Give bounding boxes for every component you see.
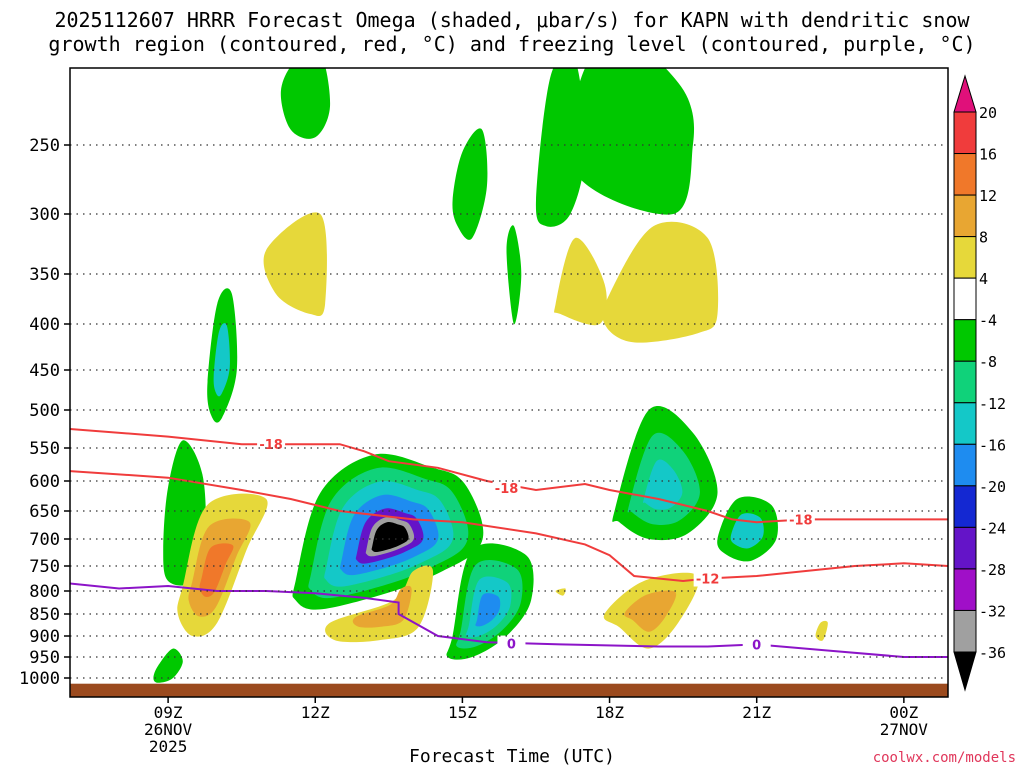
contour-label-bg-3: [693, 570, 722, 587]
y-tick-label-250: 250: [29, 136, 60, 156]
y-tick-label-800: 800: [29, 582, 60, 602]
y-tick-label-700: 700: [29, 530, 60, 550]
colorbar-label-8: -16: [979, 436, 1006, 454]
y-tick-label-1000: 1000: [19, 669, 60, 689]
colorbar-top-arrow: [953, 74, 977, 113]
y-tick-label-850: 850: [29, 605, 60, 625]
colorbar-bin-10: [953, 526, 977, 570]
x-tick-label-12-0: 12Z: [301, 703, 330, 722]
omega-region-7: [569, 68, 695, 215]
contour-label-3: -12: [696, 573, 720, 588]
colorbar-bin-7: [953, 402, 977, 445]
colorbar-bin-1: [953, 153, 977, 196]
colorbar: 20 16 12 8 4 -4 -8 -12 -16 -20 -24 -28 -32 -36: [953, 74, 1006, 692]
colorbar-bin-11: [953, 568, 977, 611]
omega-region-5: [506, 225, 522, 325]
colorbar-bin-12: [953, 609, 977, 653]
contour-1: [70, 470, 948, 583]
x-tick-label-18-0: 18Z: [595, 703, 624, 722]
contour-label-bg-2: [786, 511, 815, 528]
colorbar-label-3: 8: [979, 229, 988, 247]
contour-label-bg-4: [497, 635, 526, 652]
y-tick-label-500: 500: [29, 401, 60, 421]
contour-label-5: 0: [752, 638, 761, 653]
omega-level-9-2: [475, 593, 501, 627]
colorbar-label-9: -20: [979, 478, 1006, 496]
x-axis-label: Forecast Time (UTC): [409, 746, 615, 767]
chart-title-line-1: 2025112607 HRRR Forecast Omega (shaded, …: [54, 8, 970, 32]
colorbar-bottom-arrow: [953, 651, 977, 692]
ground-below-surface: [70, 683, 948, 697]
chart-title-line-2: growth region (contoured, red, °C) and f…: [48, 32, 976, 56]
colorbar-label-13: -36: [979, 644, 1006, 662]
colorbar-label-11: -28: [979, 561, 1006, 579]
x-tick-label-24-0: 00Z: [889, 703, 918, 722]
y-tick-label-750: 750: [29, 557, 60, 577]
colorbar-bin-9: [953, 485, 977, 528]
colorbar-label-1: 16: [979, 146, 997, 164]
contour-label-bg-5: [742, 636, 771, 653]
omega-region-4: [452, 128, 488, 240]
omega-level-1-0: [213, 323, 230, 397]
colorbar-bin-8: [953, 443, 977, 487]
y-tick-label-600: 600: [29, 472, 60, 492]
colorbar-label-0: 20: [979, 104, 997, 122]
x-tick-label-15-0: 15Z: [448, 703, 477, 722]
y-tick-label-450: 450: [29, 361, 60, 381]
omega-level-8-4: [371, 521, 409, 553]
omega-level-17-0: [624, 590, 677, 632]
x-tick-label-9-1: 26NOV: [144, 720, 193, 739]
colorbar-label-7: -12: [979, 395, 1006, 413]
colorbar-bin-2: [953, 194, 977, 238]
plot-frame: [69, 67, 949, 698]
y-tick-label-350: 350: [29, 265, 60, 285]
omega-region-14: [554, 237, 607, 326]
omega-level-12-1: [199, 543, 234, 597]
colorbar-label-5: -4: [979, 312, 997, 330]
x-tick-label-9-0: 09Z: [154, 703, 183, 722]
credit-label: coolwx.com/models: [872, 750, 1016, 766]
omega-shading: [153, 68, 828, 683]
y-tick-label-900: 900: [29, 627, 60, 647]
colorbar-bin-0: [953, 111, 977, 155]
y-tick-label-400: 400: [29, 315, 60, 335]
x-tick-label-24-1: 27NOV: [880, 720, 929, 739]
y-tick-label-300: 300: [29, 205, 60, 225]
colorbar-bin-4: [953, 277, 977, 321]
omega-region-6: [535, 68, 586, 227]
colorbar-label-2: 12: [979, 187, 997, 205]
contour-label-0: -18: [259, 438, 283, 453]
contour-label-2: -18: [789, 513, 813, 528]
colorbar-bin-3: [953, 236, 977, 279]
x-tick-label-21-0: 21Z: [742, 703, 771, 722]
colorbar-bin-5: [953, 319, 977, 362]
omega-region-3: [280, 68, 331, 139]
omega-region-16: [325, 565, 434, 643]
colorbar-label-4: 4: [979, 270, 988, 288]
omega-level-16-0: [352, 585, 412, 628]
colorbar-label-6: -8: [979, 353, 997, 371]
contour-label-1: -18: [495, 482, 519, 497]
colorbar-label-10: -24: [979, 519, 1006, 537]
colorbar-bin-6: [953, 360, 977, 404]
contour-label-4: 0: [507, 638, 516, 653]
x-tick-label-9-2: 2025: [149, 737, 188, 756]
y-tick-label-950: 950: [29, 648, 60, 668]
omega-region-18: [555, 588, 566, 596]
y-tick-label-550: 550: [29, 439, 60, 459]
contour-lines: -18 -18 -18 -12 0 0: [70, 428, 948, 658]
omega-region-13: [263, 212, 327, 317]
contour-label-bg-1: [492, 480, 521, 497]
omega-region-15: [602, 221, 719, 343]
colorbar-label-12: -32: [979, 602, 1006, 620]
y-tick-label-650: 650: [29, 502, 60, 522]
chart-title: 2025112607 HRRR Forecast Omega (shaded, …: [0, 8, 1024, 56]
